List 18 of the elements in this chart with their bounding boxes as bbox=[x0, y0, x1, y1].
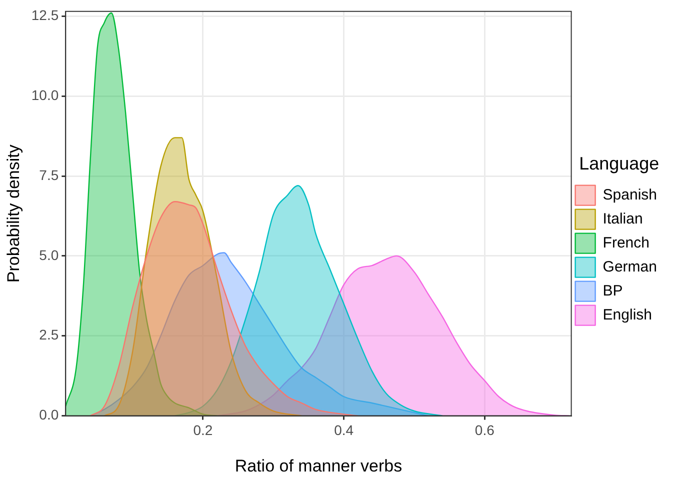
legend-title: Language bbox=[579, 154, 660, 174]
y-tick-label: 0.0 bbox=[39, 406, 59, 423]
legend-label: French bbox=[602, 234, 650, 252]
y-tick-label: 5.0 bbox=[39, 246, 59, 263]
x-tick-label: 0.2 bbox=[193, 422, 213, 438]
y-axis-title: Probability density bbox=[4, 144, 23, 283]
y-tick-label: 7.5 bbox=[39, 166, 59, 183]
legend-label: Spanish bbox=[602, 186, 658, 204]
y-tick-label: 10.0 bbox=[31, 86, 59, 103]
legend-label: German bbox=[602, 258, 657, 276]
y-tick-label: 12.5 bbox=[31, 7, 59, 24]
x-axis-title: Ratio of manner verbs bbox=[234, 456, 402, 476]
x-tick-label: 0.6 bbox=[474, 422, 495, 438]
legend-label: English bbox=[602, 306, 652, 324]
x-tick-label: 0.4 bbox=[334, 422, 354, 438]
y-tick-label: 2.5 bbox=[39, 326, 59, 343]
legend-label: Italian bbox=[602, 210, 643, 228]
legend-label: BP bbox=[602, 282, 623, 300]
